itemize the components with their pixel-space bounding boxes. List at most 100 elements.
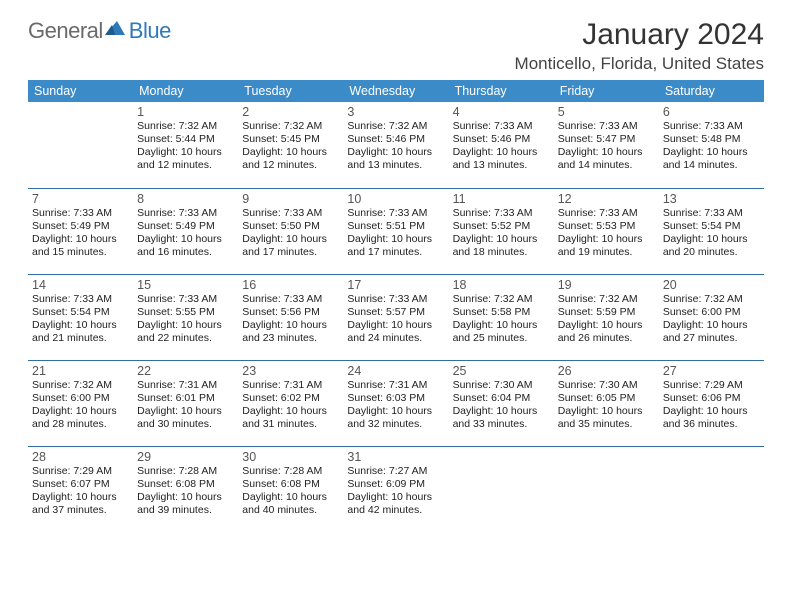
day-number: 25 bbox=[453, 364, 550, 379]
day-detail-line: and 12 minutes. bbox=[242, 159, 339, 172]
day-detail-line: and 39 minutes. bbox=[137, 504, 234, 517]
day-detail-line: Sunrise: 7:33 AM bbox=[32, 293, 129, 306]
day-number: 12 bbox=[558, 192, 655, 207]
day-detail-line: and 32 minutes. bbox=[347, 418, 444, 431]
day-detail-line: and 42 minutes. bbox=[347, 504, 444, 517]
calendar-day-cell: 12Sunrise: 7:33 AMSunset: 5:53 PMDayligh… bbox=[554, 188, 659, 274]
calendar-empty-cell bbox=[449, 446, 554, 532]
day-detail-line: Daylight: 10 hours bbox=[242, 491, 339, 504]
day-detail-line: Sunset: 5:54 PM bbox=[32, 306, 129, 319]
day-detail-line: Sunset: 6:01 PM bbox=[137, 392, 234, 405]
day-detail-line: Sunrise: 7:33 AM bbox=[558, 120, 655, 133]
day-number: 5 bbox=[558, 105, 655, 120]
day-detail-line: Sunset: 6:04 PM bbox=[453, 392, 550, 405]
calendar-day-cell: 27Sunrise: 7:29 AMSunset: 6:06 PMDayligh… bbox=[659, 360, 764, 446]
calendar-day-cell: 17Sunrise: 7:33 AMSunset: 5:57 PMDayligh… bbox=[343, 274, 448, 360]
day-detail-line: Sunrise: 7:32 AM bbox=[558, 293, 655, 306]
day-detail-line: Daylight: 10 hours bbox=[347, 146, 444, 159]
day-detail-line: Sunrise: 7:27 AM bbox=[347, 465, 444, 478]
day-number: 24 bbox=[347, 364, 444, 379]
day-detail-line: Sunset: 5:48 PM bbox=[663, 133, 760, 146]
day-detail-line: Daylight: 10 hours bbox=[242, 233, 339, 246]
day-detail-line: and 17 minutes. bbox=[347, 246, 444, 259]
day-detail-line: Daylight: 10 hours bbox=[32, 319, 129, 332]
day-detail-line: Sunset: 5:57 PM bbox=[347, 306, 444, 319]
day-detail-line: Sunrise: 7:33 AM bbox=[242, 207, 339, 220]
day-number: 30 bbox=[242, 450, 339, 465]
day-number: 21 bbox=[32, 364, 129, 379]
day-detail-line: and 40 minutes. bbox=[242, 504, 339, 517]
day-detail-line: Daylight: 10 hours bbox=[137, 146, 234, 159]
calendar-body: 1Sunrise: 7:32 AMSunset: 5:44 PMDaylight… bbox=[28, 102, 764, 532]
day-detail-line: and 27 minutes. bbox=[663, 332, 760, 345]
day-number: 20 bbox=[663, 278, 760, 293]
day-detail-line: Sunset: 5:44 PM bbox=[137, 133, 234, 146]
calendar-header-row: SundayMondayTuesdayWednesdayThursdayFrid… bbox=[28, 80, 764, 102]
title-block: January 2024 Monticello, Florida, United… bbox=[515, 18, 764, 74]
day-detail-line: Daylight: 10 hours bbox=[558, 233, 655, 246]
day-detail-line: and 21 minutes. bbox=[32, 332, 129, 345]
calendar-day-cell: 24Sunrise: 7:31 AMSunset: 6:03 PMDayligh… bbox=[343, 360, 448, 446]
calendar-day-cell: 6Sunrise: 7:33 AMSunset: 5:48 PMDaylight… bbox=[659, 102, 764, 188]
day-number: 29 bbox=[137, 450, 234, 465]
day-detail-line: Sunrise: 7:30 AM bbox=[453, 379, 550, 392]
day-detail-line: Sunset: 5:59 PM bbox=[558, 306, 655, 319]
calendar-day-cell: 21Sunrise: 7:32 AMSunset: 6:00 PMDayligh… bbox=[28, 360, 133, 446]
day-number: 10 bbox=[347, 192, 444, 207]
day-detail-line: Sunrise: 7:32 AM bbox=[242, 120, 339, 133]
day-detail-line: Daylight: 10 hours bbox=[347, 405, 444, 418]
day-detail-line: Daylight: 10 hours bbox=[558, 405, 655, 418]
calendar-day-cell: 20Sunrise: 7:32 AMSunset: 6:00 PMDayligh… bbox=[659, 274, 764, 360]
calendar-page: General Blue January 2024 Monticello, Fl… bbox=[0, 0, 792, 532]
day-detail-line: and 18 minutes. bbox=[453, 246, 550, 259]
day-detail-line: Sunset: 6:09 PM bbox=[347, 478, 444, 491]
day-detail-line: Sunrise: 7:32 AM bbox=[663, 293, 760, 306]
day-number: 7 bbox=[32, 192, 129, 207]
brand-logo: General Blue bbox=[28, 18, 171, 44]
day-detail-line: and 17 minutes. bbox=[242, 246, 339, 259]
day-detail-line: Daylight: 10 hours bbox=[453, 319, 550, 332]
day-detail-line: Sunrise: 7:33 AM bbox=[32, 207, 129, 220]
day-detail-line: Daylight: 10 hours bbox=[663, 233, 760, 246]
calendar-week-row: 21Sunrise: 7:32 AMSunset: 6:00 PMDayligh… bbox=[28, 360, 764, 446]
day-detail-line: Sunset: 6:08 PM bbox=[242, 478, 339, 491]
calendar-day-cell: 29Sunrise: 7:28 AMSunset: 6:08 PMDayligh… bbox=[133, 446, 238, 532]
day-number: 18 bbox=[453, 278, 550, 293]
day-detail-line: Daylight: 10 hours bbox=[32, 491, 129, 504]
day-detail-line: and 16 minutes. bbox=[137, 246, 234, 259]
day-detail-line: Daylight: 10 hours bbox=[663, 146, 760, 159]
day-number: 19 bbox=[558, 278, 655, 293]
calendar-empty-cell bbox=[28, 102, 133, 188]
day-detail-line: Sunset: 5:46 PM bbox=[347, 133, 444, 146]
day-detail-line: and 31 minutes. bbox=[242, 418, 339, 431]
day-detail-line: Sunset: 5:49 PM bbox=[137, 220, 234, 233]
day-detail-line: Sunset: 5:55 PM bbox=[137, 306, 234, 319]
day-detail-line: Sunset: 5:47 PM bbox=[558, 133, 655, 146]
month-title: January 2024 bbox=[515, 18, 764, 52]
day-detail-line: Sunrise: 7:33 AM bbox=[453, 207, 550, 220]
day-detail-line: Sunrise: 7:28 AM bbox=[137, 465, 234, 478]
calendar-week-row: 28Sunrise: 7:29 AMSunset: 6:07 PMDayligh… bbox=[28, 446, 764, 532]
calendar-week-row: 1Sunrise: 7:32 AMSunset: 5:44 PMDaylight… bbox=[28, 102, 764, 188]
calendar-day-cell: 3Sunrise: 7:32 AMSunset: 5:46 PMDaylight… bbox=[343, 102, 448, 188]
day-detail-line: and 24 minutes. bbox=[347, 332, 444, 345]
day-number: 14 bbox=[32, 278, 129, 293]
day-detail-line: Daylight: 10 hours bbox=[347, 319, 444, 332]
day-detail-line: Daylight: 10 hours bbox=[137, 405, 234, 418]
day-detail-line: Sunrise: 7:33 AM bbox=[242, 293, 339, 306]
day-number: 23 bbox=[242, 364, 339, 379]
day-detail-line: Sunrise: 7:33 AM bbox=[663, 207, 760, 220]
day-detail-line: and 36 minutes. bbox=[663, 418, 760, 431]
calendar-day-cell: 23Sunrise: 7:31 AMSunset: 6:02 PMDayligh… bbox=[238, 360, 343, 446]
day-number: 8 bbox=[137, 192, 234, 207]
calendar-day-cell: 11Sunrise: 7:33 AMSunset: 5:52 PMDayligh… bbox=[449, 188, 554, 274]
day-number: 2 bbox=[242, 105, 339, 120]
day-detail-line: Sunrise: 7:33 AM bbox=[347, 207, 444, 220]
day-detail-line: and 13 minutes. bbox=[453, 159, 550, 172]
calendar-day-cell: 22Sunrise: 7:31 AMSunset: 6:01 PMDayligh… bbox=[133, 360, 238, 446]
day-detail-line: Daylight: 10 hours bbox=[242, 319, 339, 332]
day-detail-line: Sunrise: 7:33 AM bbox=[558, 207, 655, 220]
day-detail-line: Sunset: 6:08 PM bbox=[137, 478, 234, 491]
calendar-day-cell: 18Sunrise: 7:32 AMSunset: 5:58 PMDayligh… bbox=[449, 274, 554, 360]
day-of-week-header: Monday bbox=[133, 80, 238, 102]
